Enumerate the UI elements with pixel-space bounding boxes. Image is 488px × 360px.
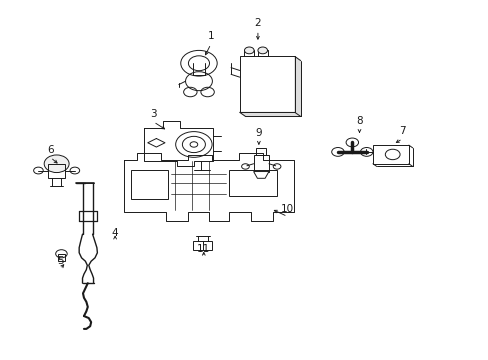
Bar: [256, 148, 265, 155]
Circle shape: [257, 47, 267, 54]
Bar: [372, 145, 408, 164]
Bar: [229, 170, 276, 197]
Text: 3: 3: [150, 109, 157, 119]
Text: 7: 7: [399, 126, 405, 136]
Polygon shape: [294, 57, 300, 116]
Polygon shape: [253, 171, 268, 178]
Text: 9: 9: [255, 128, 262, 138]
Bar: [239, 57, 294, 112]
Circle shape: [244, 47, 254, 54]
Text: 4: 4: [112, 228, 118, 238]
Bar: [257, 50, 267, 57]
Text: 8: 8: [355, 116, 362, 126]
Bar: [48, 164, 65, 178]
Text: 11: 11: [197, 244, 210, 255]
Bar: [193, 240, 212, 250]
Text: 10: 10: [281, 204, 294, 214]
Text: 5: 5: [57, 256, 63, 266]
Bar: [58, 254, 65, 261]
Bar: [131, 170, 168, 199]
Circle shape: [44, 155, 69, 172]
Text: 1: 1: [207, 31, 214, 41]
Polygon shape: [239, 112, 300, 116]
Bar: [253, 155, 268, 171]
Bar: [244, 50, 254, 57]
Text: 6: 6: [47, 145, 54, 155]
Text: 2: 2: [254, 18, 261, 28]
